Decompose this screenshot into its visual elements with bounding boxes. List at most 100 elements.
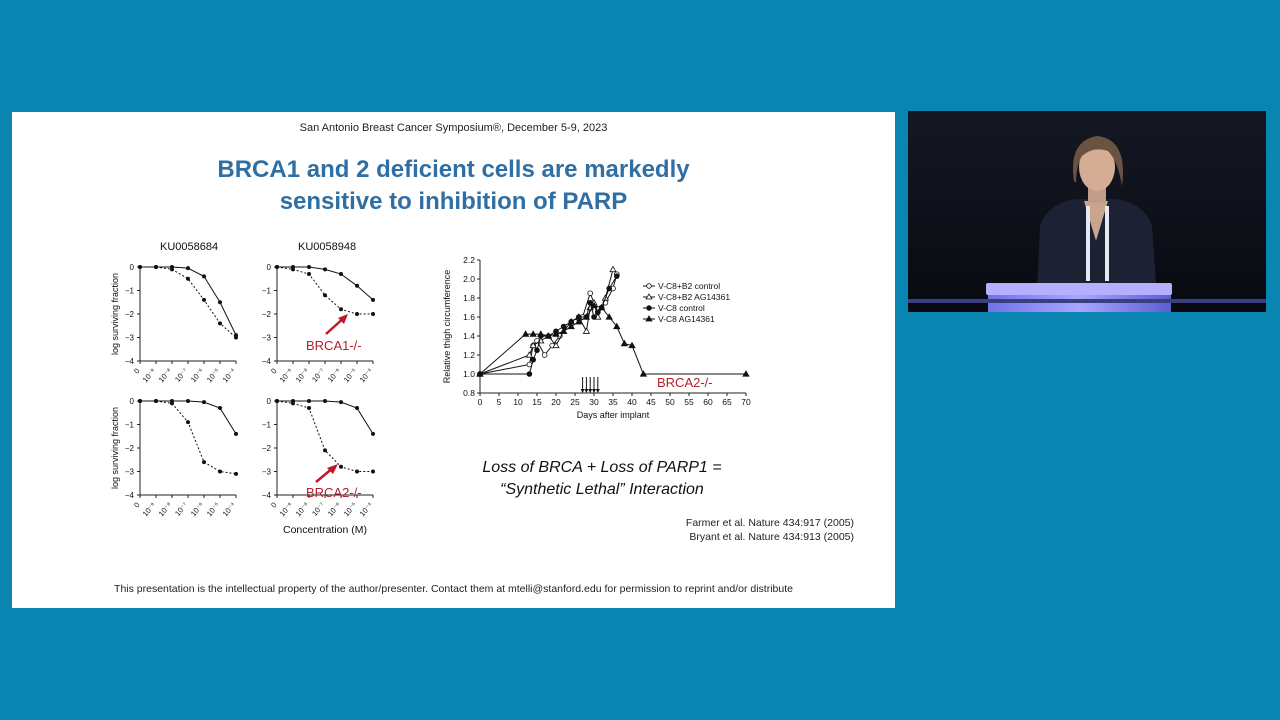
y-tick-label: 0 (130, 397, 135, 406)
growth-point (521, 330, 530, 337)
growth-x-axis-label: Days after implant (577, 410, 650, 420)
data-point (355, 283, 359, 288)
reference-2: Bryant et al. Nature 434:913 (2005) (689, 531, 854, 543)
growth-x-tick-label: 55 (684, 397, 694, 407)
growth-y-axis-label: Relative thigh circumference (442, 270, 452, 384)
growth-point (476, 370, 484, 377)
y-tick-label: −2 (125, 444, 135, 453)
growth-brca2-label: BRCA2-/- (657, 375, 713, 390)
data-point (371, 469, 375, 474)
x-tick-label: 10⁻⁹ (141, 501, 158, 519)
panel-title-2: KU0058948 (298, 241, 357, 253)
legend-marker (646, 305, 652, 311)
growth-x-tick-label: 50 (665, 397, 675, 407)
title-line-1: BRCA1 and 2 deficient cells are markedly (217, 156, 690, 183)
y-tick-label: −1 (125, 287, 135, 296)
data-point (339, 272, 343, 277)
growth-point (582, 313, 591, 320)
data-point (202, 297, 206, 302)
growth-point (541, 352, 548, 358)
y-tick-label: −4 (262, 491, 272, 500)
legend-label: V-C8+B2 control (658, 281, 720, 291)
growth-y-tick-label: 1.8 (463, 293, 475, 303)
x-tick-label: 10⁻⁶ (326, 501, 343, 519)
growth-point (537, 330, 545, 337)
y-tick-label: −4 (125, 357, 135, 366)
speaker-figure (908, 111, 1266, 312)
panel-title-1: KU0058684 (160, 241, 219, 253)
x-tick-label: 10⁻⁷ (173, 500, 190, 518)
growth-x-tick-label: 0 (478, 397, 483, 407)
growth-point (597, 303, 606, 311)
x-tick-label: 10⁻⁴ (221, 367, 238, 385)
data-point (323, 293, 327, 298)
x-tick-label: 10⁻⁵ (342, 367, 359, 385)
growth-point (530, 356, 536, 363)
growth-series-line (479, 274, 618, 375)
data-point (307, 399, 311, 403)
y-tick-label: −2 (262, 310, 272, 319)
x-tick-label: 0 (269, 367, 279, 376)
growth-point (534, 347, 540, 354)
x-tick-label: 10⁻⁵ (205, 367, 222, 385)
data-point (371, 312, 375, 316)
data-point (218, 406, 222, 411)
data-point (291, 267, 295, 272)
slide-title: BRCA1 and 2 deficient cells are markedly… (12, 154, 895, 218)
data-point (218, 300, 222, 305)
growth-point (575, 317, 583, 325)
growth-series-line (479, 269, 614, 375)
y-tick-label: −1 (262, 287, 272, 296)
y-tick-label: −3 (262, 468, 272, 477)
data-point (307, 406, 311, 411)
growth-y-tick-label: 1.6 (463, 312, 475, 322)
growth-point (552, 341, 560, 349)
data-point (138, 265, 142, 269)
growth-point (742, 370, 750, 377)
growth-point (591, 314, 597, 320)
growth-x-tick-label: 25 (570, 397, 580, 407)
growth-point (620, 339, 629, 347)
x-tick-label: 10⁻⁴ (358, 501, 375, 519)
data-point (355, 406, 359, 411)
data-point (234, 431, 238, 436)
y-tick-label: −3 (262, 334, 272, 343)
title-line-2: sensitive to inhibition of PARP (279, 188, 628, 215)
y-axis-label: log surviving fraction (110, 407, 120, 489)
reference-1: Farmer et al. Nature 434:917 (2005) (685, 517, 854, 529)
y-axis-label: log surviving fraction (110, 273, 120, 355)
treatment-arrowhead (588, 389, 593, 393)
y-tick-label: −4 (262, 357, 272, 366)
growth-x-tick-label: 35 (608, 397, 618, 407)
treatment-arrowhead (595, 389, 600, 393)
x-tick-label: 0 (132, 501, 142, 510)
brca1-label: BRCA1-/- (306, 338, 362, 353)
growth-point (525, 351, 534, 358)
x-tick-label: 0 (132, 367, 142, 376)
x-tick-label: 10⁻⁹ (141, 367, 158, 385)
data-point (323, 448, 327, 453)
x-tick-label: 10⁻⁴ (221, 501, 238, 519)
growth-y-tick-label: 2.0 (463, 274, 475, 284)
x-tick-label: 10⁻⁶ (189, 367, 206, 385)
brca1-arrowhead (338, 314, 348, 324)
data-point (307, 265, 311, 269)
growth-y-tick-label: 1.2 (463, 350, 475, 360)
y-tick-label: 0 (267, 397, 272, 406)
data-point (186, 266, 190, 271)
legend-marker (645, 293, 653, 300)
growth-point (529, 330, 537, 337)
growth-y-tick-label: 0.8 (463, 388, 475, 398)
data-point (339, 400, 343, 405)
x-tick-label: 10⁻⁵ (342, 501, 359, 519)
treatment-arrowhead (584, 389, 589, 393)
y-tick-label: 0 (130, 263, 135, 272)
data-point (371, 431, 375, 436)
x-tick-label: 10⁻⁷ (310, 500, 327, 518)
data-point (371, 297, 375, 302)
growth-y-tick-label: 1.0 (463, 369, 475, 379)
x-tick-label: 10⁻⁹ (278, 367, 295, 385)
y-tick-label: −3 (125, 468, 135, 477)
growth-point (628, 341, 636, 349)
